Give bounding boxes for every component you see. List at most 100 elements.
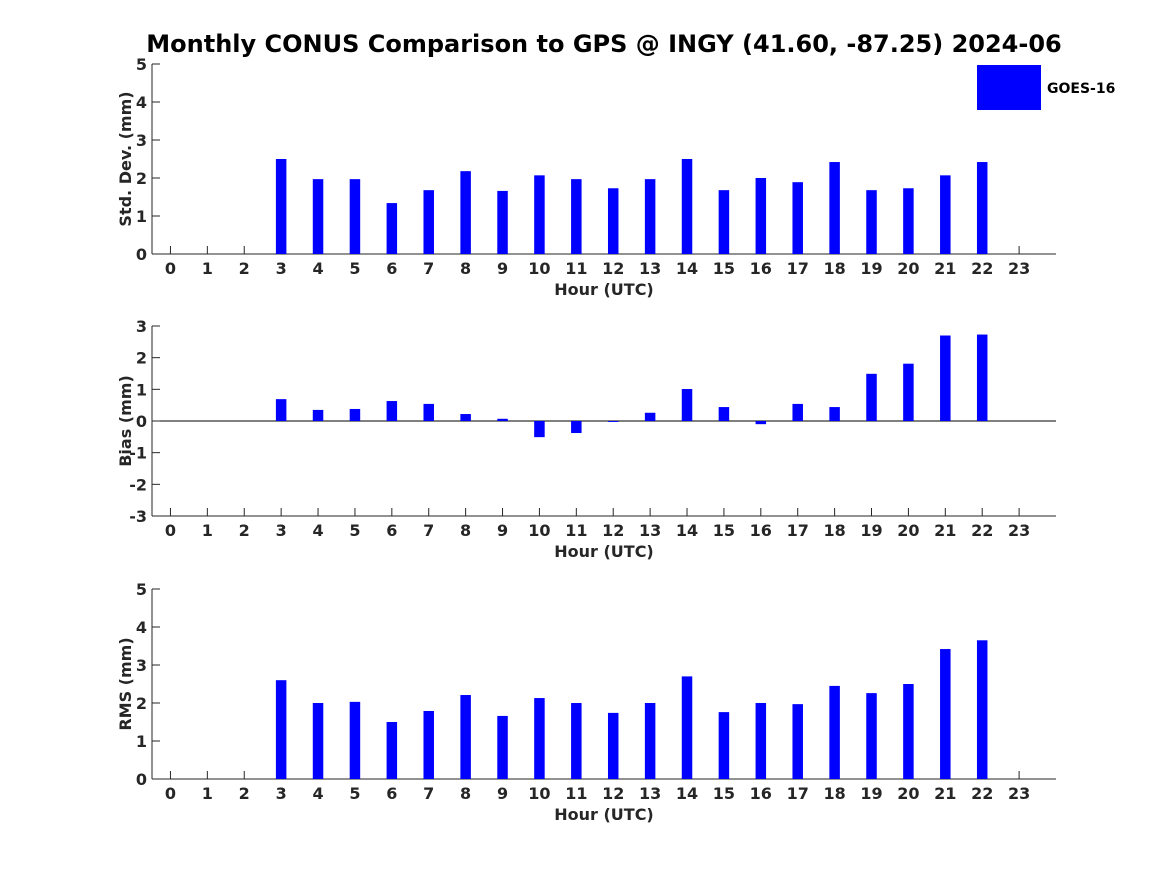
rms-bar-hour-4	[312, 703, 324, 779]
std-dev-bar-hour-3	[275, 159, 287, 254]
rms-bar-hour-3	[275, 680, 287, 779]
bias-y-tick-label: 0	[136, 412, 147, 431]
bias-bar-hour-8	[460, 414, 471, 421]
rms-bar-hour-12	[607, 712, 619, 779]
rms-x-tick-label: 3	[276, 784, 287, 803]
rms-bar-hour-11	[571, 703, 582, 779]
rms-x-tick-label: 11	[565, 784, 587, 803]
bias-x-tick-label: 7	[423, 521, 434, 540]
bias-bar-hour-17	[792, 403, 803, 421]
rms-x-tick-label: 5	[349, 784, 360, 803]
rms-x-tick-label: 13	[639, 784, 661, 803]
rms-x-tick-label: 16	[750, 784, 772, 803]
bias-x-tick-label: 16	[750, 521, 772, 540]
legend-swatch	[977, 65, 1041, 110]
rms-y-axis-label: RMS (mm)	[116, 637, 135, 730]
std-dev-x-tick-label: 8	[460, 259, 471, 278]
bias-x-tick-label: 11	[565, 521, 587, 540]
std-dev-y-tick-label: 1	[136, 207, 147, 226]
std-dev-x-tick-label: 15	[713, 259, 735, 278]
rms-bar-hour-7	[423, 710, 434, 779]
bias-bar-hour-11	[571, 421, 582, 434]
rms-x-tick-label: 19	[860, 784, 882, 803]
rms-bar-hour-16	[755, 703, 767, 779]
bias-bar-hour-18	[829, 407, 840, 421]
bias-x-tick-label: 14	[676, 521, 698, 540]
rms-bar-hour-22	[976, 640, 988, 779]
bias-bar-hour-15	[718, 407, 730, 421]
std-dev-x-axis-label: Hour (UTC)	[554, 280, 654, 299]
std-dev-x-tick-label: 9	[497, 259, 508, 278]
bias-y-tick-label: 3	[136, 317, 147, 336]
bias-y-tick-label: -3	[129, 507, 147, 526]
std-dev-bar-hour-21	[940, 175, 951, 254]
rms-x-tick-label: 8	[460, 784, 471, 803]
std-dev-bar-hour-6	[386, 203, 398, 254]
std-dev-x-tick-label: 0	[165, 259, 176, 278]
std-dev-x-tick-label: 16	[750, 259, 772, 278]
rms-x-axis-label: Hour (UTC)	[554, 805, 654, 824]
bias-y-tick-label: 1	[136, 380, 147, 399]
rms-bar-hour-14	[681, 676, 693, 779]
rms-x-tick-label: 21	[934, 784, 956, 803]
rms-x-tick-label: 22	[971, 784, 993, 803]
rms-bar-hour-10	[534, 698, 545, 779]
bias-bar-hour-20	[903, 363, 914, 421]
bias-x-tick-label: 19	[860, 521, 882, 540]
bias-y-tick-label: -2	[129, 475, 147, 494]
bias-bar-hour-21	[940, 335, 951, 421]
std-dev-y-tick-label: 4	[136, 93, 147, 112]
std-dev-y-tick-label: 3	[136, 131, 147, 150]
std-dev-y-tick-label: 2	[136, 169, 147, 188]
rms-bar-hour-8	[460, 695, 471, 779]
rms-x-tick-label: 2	[239, 784, 250, 803]
rms-bar-hour-20	[903, 684, 914, 779]
std-dev-x-tick-label: 23	[1008, 259, 1030, 278]
rms-bar-hour-21	[940, 649, 951, 779]
std-dev-x-tick-label: 21	[934, 259, 956, 278]
bias-x-tick-label: 6	[386, 521, 397, 540]
rms-y-tick-label: 3	[136, 656, 147, 675]
std-dev-bar-hour-14	[681, 159, 693, 254]
legend: GOES-16	[977, 65, 1115, 110]
bias-x-tick-label: 13	[639, 521, 661, 540]
bias-x-tick-label: 15	[713, 521, 735, 540]
rms-bar-hour-6	[386, 722, 398, 779]
bias-bar-hour-3	[275, 399, 287, 421]
rms-x-tick-label: 20	[897, 784, 919, 803]
std-dev-bar-hour-8	[460, 171, 471, 254]
std-dev-y-tick-label: 0	[136, 245, 147, 264]
rms-x-tick-label: 12	[602, 784, 624, 803]
bias-x-tick-label: 3	[276, 521, 287, 540]
rms-x-tick-label: 0	[165, 784, 176, 803]
bias-bar-hour-16	[755, 421, 767, 425]
std-dev-bar-hour-20	[903, 188, 914, 254]
rms-bar-hour-19	[866, 693, 877, 779]
std-dev-bar-hour-7	[423, 190, 434, 254]
std-dev-bar-hour-12	[607, 188, 619, 254]
bias-x-tick-label: 5	[349, 521, 360, 540]
bias-x-tick-label: 22	[971, 521, 993, 540]
rms-x-tick-label: 1	[202, 784, 213, 803]
bias-x-tick-label: 23	[1008, 521, 1030, 540]
std-dev-x-tick-label: 19	[860, 259, 882, 278]
rms-x-tick-label: 6	[386, 784, 397, 803]
rms-bar-hour-15	[718, 712, 730, 779]
rms-x-tick-label: 18	[823, 784, 845, 803]
std-dev-x-tick-label: 10	[528, 259, 550, 278]
bias-x-tick-label: 17	[787, 521, 809, 540]
rms-y-tick-label: 5	[136, 580, 147, 599]
std-dev-x-tick-label: 11	[565, 259, 587, 278]
std-dev-x-tick-label: 12	[602, 259, 624, 278]
bias-y-tick-label: 2	[136, 349, 147, 368]
std-dev-bar-hour-5	[349, 179, 361, 254]
std-dev-bar-hour-16	[755, 178, 767, 254]
bias-bar-hour-6	[386, 401, 398, 421]
bias-x-tick-label: 9	[497, 521, 508, 540]
bias-x-tick-label: 10	[528, 521, 550, 540]
std-dev-x-tick-label: 5	[349, 259, 360, 278]
bias-bar-hour-19	[866, 373, 877, 421]
